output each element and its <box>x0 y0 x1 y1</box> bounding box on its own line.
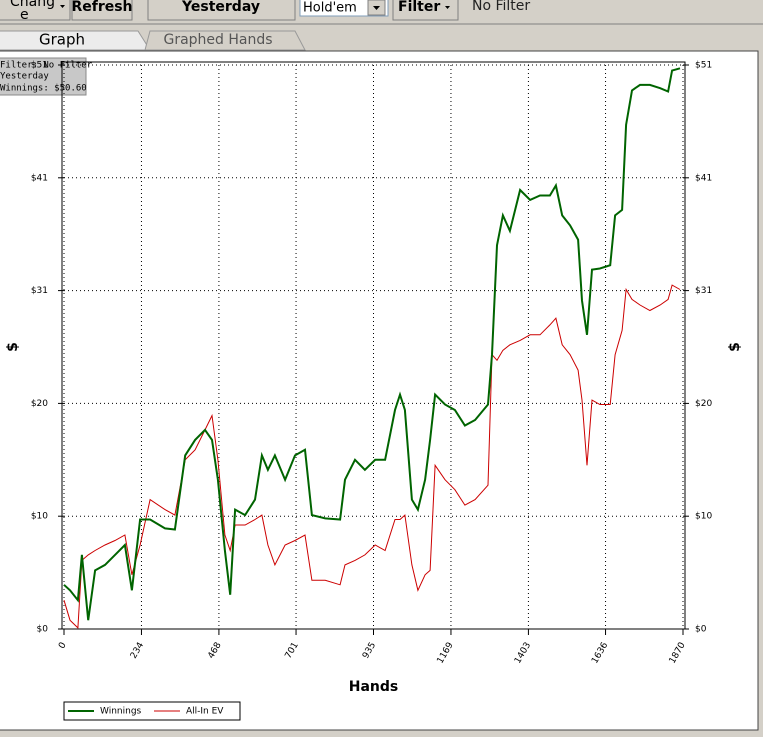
change-button[interactable] <box>0 0 71 21</box>
button-label: Filter <box>398 0 440 15</box>
y-tick-label: $10 <box>31 512 48 522</box>
dropdown-arrow <box>445 6 450 9</box>
filter-status: No Filter <box>472 0 530 14</box>
tab-graphed-hands[interactable] <box>144 30 306 51</box>
y-tick-label: $20 <box>31 399 48 409</box>
tab-label: Graphed Hands <box>163 32 272 48</box>
y2-tick-label: $31 <box>695 286 712 296</box>
button-label: Yesterday <box>181 0 260 15</box>
y2-axis-title: $ <box>727 342 743 352</box>
series-line <box>63 67 681 621</box>
y2-tick-label: $20 <box>695 399 712 409</box>
graph-panel <box>0 50 759 731</box>
y-axis-title: $ <box>5 342 21 352</box>
info-line: Filter: No Filter <box>0 61 93 71</box>
dropdown-arrow <box>373 6 380 10</box>
y-tick-label: $51 <box>31 61 48 71</box>
tab-graph[interactable] <box>0 30 151 51</box>
info-line: Yesterday <box>0 72 49 82</box>
x-axis-title: Hands <box>349 679 399 695</box>
legend-label: Winnings <box>100 707 142 717</box>
select-value: Hold'em <box>303 1 357 16</box>
info-box <box>0 57 87 96</box>
series-line <box>63 284 681 630</box>
y2-tick-label: $41 <box>695 173 712 183</box>
legend-label: All-In EV <box>186 707 224 717</box>
info-line: Winnings: $50.60 <box>0 84 87 94</box>
y2-tick-label: $0 <box>695 625 707 635</box>
x-tick-label: 0 <box>57 641 69 651</box>
y-tick-label: $41 <box>31 173 48 183</box>
legend <box>63 701 241 721</box>
refresh-button[interactable] <box>71 0 133 21</box>
y2-tick-label: $51 <box>695 61 712 71</box>
y-tick-label: $31 <box>31 286 48 296</box>
button-label: Chang <box>10 0 55 10</box>
button-label: e <box>20 7 29 23</box>
tab-label: Graph <box>39 31 85 49</box>
y-tick-label: $0 <box>37 625 49 635</box>
filter-button[interactable] <box>392 0 459 21</box>
dropdown-arrow <box>60 5 65 8</box>
date-button[interactable] <box>147 0 296 21</box>
button-label: Refresh <box>71 0 132 15</box>
game-select[interactable] <box>299 0 389 17</box>
y2-tick-label: $10 <box>695 512 712 522</box>
